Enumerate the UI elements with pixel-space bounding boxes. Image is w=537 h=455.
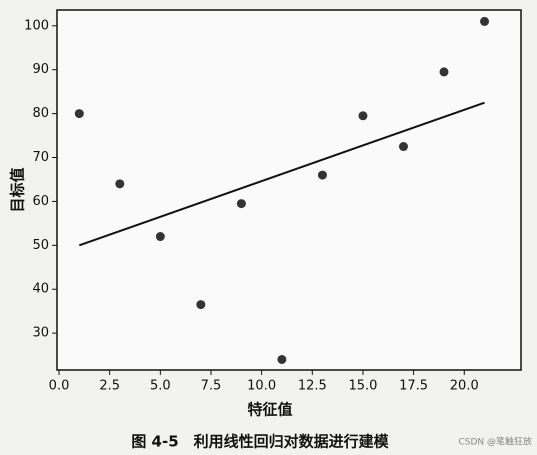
point xyxy=(196,300,206,310)
y-tick-label: 30 xyxy=(32,326,49,341)
x-tick-label: 2.5 xyxy=(99,379,120,394)
x-tick-label: 15.0 xyxy=(348,379,377,394)
x-tick-label: 12.5 xyxy=(298,379,327,394)
plot-frame xyxy=(56,9,522,371)
point xyxy=(277,354,287,364)
y-tick-label: 80 xyxy=(32,106,49,121)
y-tick-label: 40 xyxy=(32,282,49,297)
y-tick-label: 90 xyxy=(32,62,49,77)
caption: 图 4-5 利用线性回归对数据进行建模 xyxy=(131,433,389,451)
point xyxy=(115,179,125,189)
x-tick-label: 5.0 xyxy=(150,379,171,394)
fit-line xyxy=(78,101,485,247)
point xyxy=(236,199,246,209)
x-tick-label: 0.0 xyxy=(49,379,70,394)
point xyxy=(480,16,490,26)
point xyxy=(74,109,84,119)
x-axis-label: 特征值 xyxy=(247,401,292,419)
y-tick-label: 70 xyxy=(32,150,49,165)
y-tick-label: 50 xyxy=(32,238,49,253)
y-tick-label: 60 xyxy=(32,194,49,209)
y-tick-label: 100 xyxy=(24,18,49,33)
point xyxy=(317,170,327,180)
x-tick-label: 17.5 xyxy=(399,379,428,394)
x-tick-label: 7.5 xyxy=(201,379,222,394)
x-tick-label: 20.0 xyxy=(450,379,479,394)
point xyxy=(439,67,449,77)
point xyxy=(398,142,408,152)
point xyxy=(155,232,165,242)
x-tick-label: 10.0 xyxy=(247,379,276,394)
watermark: CSDN @笔触狂放 xyxy=(458,436,532,448)
y-axis-label: 目标值 xyxy=(9,167,27,212)
point xyxy=(358,111,368,121)
